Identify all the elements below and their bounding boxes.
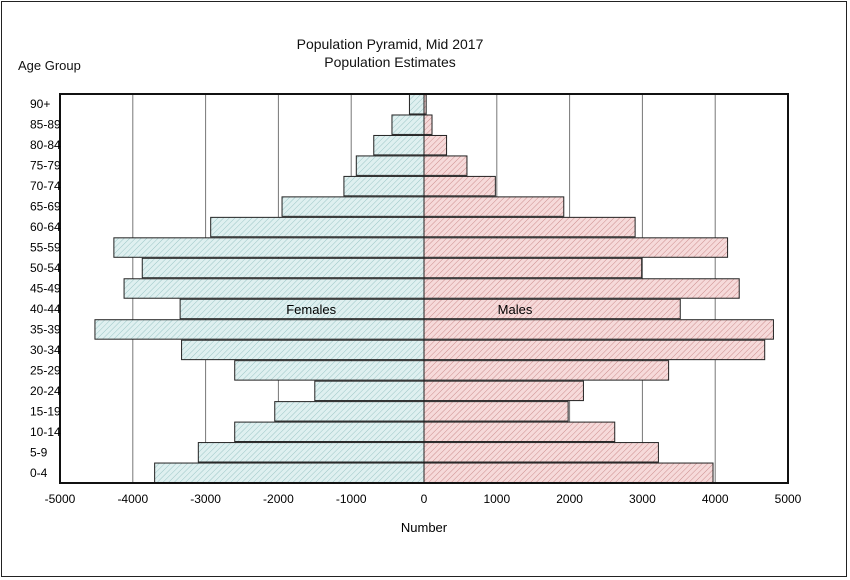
bar-males-85-89	[423, 114, 433, 135]
bar-males-0-4	[423, 462, 714, 483]
y-tick-label: 90+	[30, 97, 50, 111]
bar-females-0-4	[154, 462, 425, 483]
bar-males-20-24	[423, 380, 584, 402]
plot-area	[59, 93, 789, 484]
x-tick-label: -2000	[263, 492, 294, 506]
bar-males-65-69	[423, 196, 565, 217]
y-tick-label: 5-9	[30, 445, 48, 459]
y-axis-label: Age Group	[18, 58, 81, 73]
y-tick-label: 30-34	[30, 343, 61, 357]
x-tick-label: -1000	[336, 492, 367, 506]
bar-males-15-19	[423, 401, 569, 422]
bar-females-35-39	[94, 319, 425, 340]
y-tick-label: 10-14	[30, 425, 61, 439]
bar-females-10-14	[234, 421, 425, 443]
y-tick-label: 55-59	[30, 241, 61, 255]
y-tick-label: 15-19	[30, 404, 61, 418]
bar-males-55-59	[423, 237, 729, 258]
bar-males-75-79	[423, 155, 468, 176]
bar-females-90+	[408, 94, 425, 115]
bar-males-90+	[423, 94, 427, 115]
x-tick-label: 0	[421, 492, 428, 506]
bar-males-35-39	[423, 319, 774, 340]
x-tick-label: 3000	[629, 492, 656, 506]
bar-males-25-29	[423, 360, 670, 381]
bar-females-70-74	[343, 175, 425, 197]
bar-females-80-84	[373, 134, 425, 156]
bar-females-45-49	[123, 278, 425, 299]
bar-males-60-64	[423, 216, 636, 238]
y-tick-label: 35-39	[30, 322, 61, 336]
bar-females-15-19	[274, 401, 425, 422]
bar-males-45-49	[423, 278, 740, 299]
x-axis-label: Number	[401, 520, 448, 535]
y-tick-label: 50-54	[30, 261, 61, 275]
chart-subtitle: Population Estimates	[324, 54, 456, 70]
bar-males-5-9	[423, 442, 659, 463]
x-tick-label: -5000	[45, 492, 76, 506]
bar-males-10-14	[423, 421, 616, 443]
bar-females-85-89	[391, 114, 425, 135]
y-tick-label: 65-69	[30, 200, 61, 214]
y-tick-label: 80-84	[30, 138, 61, 152]
bar-females-30-34	[181, 339, 425, 361]
y-tick-label: 60-64	[30, 220, 61, 234]
chart-title: Population Pyramid, Mid 2017	[296, 36, 484, 52]
x-tick-label: 4000	[702, 492, 729, 506]
bar-females-75-79	[355, 155, 425, 176]
bar-females-55-59	[113, 237, 425, 258]
series-label-males: Males	[498, 302, 533, 317]
bar-males-80-84	[423, 134, 448, 156]
x-tick-label: -4000	[117, 492, 148, 506]
bar-females-60-64	[210, 216, 425, 238]
y-tick-label: 40-44	[30, 302, 61, 316]
y-tick-label: 25-29	[30, 363, 61, 377]
bar-females-20-24	[314, 380, 425, 402]
y-tick-label: 70-74	[30, 179, 61, 193]
bar-females-5-9	[197, 442, 425, 463]
bar-males-70-74	[423, 175, 496, 197]
x-tick-label: 2000	[556, 492, 583, 506]
x-tick-label: 1000	[483, 492, 510, 506]
y-tick-label: 0-4	[30, 466, 48, 480]
bar-females-25-29	[234, 360, 425, 381]
x-tick-label: 5000	[775, 492, 802, 506]
y-tick-label: 45-49	[30, 282, 61, 296]
y-tick-label: 20-24	[30, 384, 61, 398]
bar-males-30-34	[423, 339, 766, 361]
bar-females-50-54	[141, 257, 425, 279]
x-tick-label: -3000	[190, 492, 221, 506]
series-label-females: Females	[286, 302, 336, 317]
y-tick-label: 75-79	[30, 159, 61, 173]
y-tick-label: 85-89	[30, 118, 61, 132]
bar-males-40-44	[423, 298, 681, 320]
bar-males-50-54	[423, 257, 643, 279]
bar-females-65-69	[281, 196, 425, 217]
